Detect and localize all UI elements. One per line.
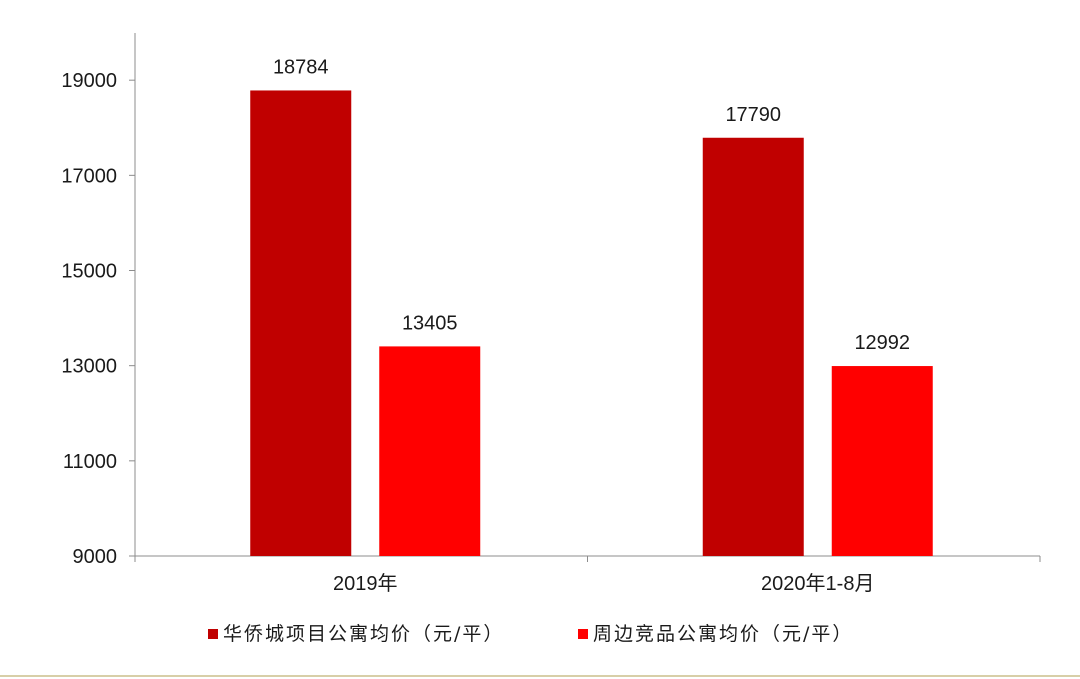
y-tick-label: 15000 bbox=[61, 261, 117, 283]
legend-swatch bbox=[208, 629, 218, 639]
x-category-label: 2019年 bbox=[333, 572, 398, 595]
legend-swatch bbox=[578, 629, 588, 639]
bars bbox=[250, 90, 933, 557]
y-tick-label: 17000 bbox=[61, 165, 117, 187]
divider-line bbox=[0, 675, 1080, 677]
data-labels: 18784 13405 17790 12992 bbox=[273, 56, 910, 354]
y-axis: 9000 11000 13000 15000 17000 19000 bbox=[61, 33, 136, 568]
x-category-label: 2020年1-8月 bbox=[761, 572, 874, 595]
bar bbox=[379, 346, 481, 556]
legend: 华侨城项目公寓均价（元/平） 周边竞品公寓均价（元/平） bbox=[208, 623, 853, 645]
x-axis: 2019年 2020年1-8月 bbox=[134, 555, 1041, 595]
y-tick-label: 19000 bbox=[61, 70, 117, 92]
legend-label: 华侨城项目公寓均价（元/平） bbox=[223, 623, 504, 645]
data-label: 17790 bbox=[725, 104, 781, 126]
y-tick-label: 11000 bbox=[63, 451, 117, 473]
legend-label: 周边竞品公寓均价（元/平） bbox=[593, 623, 853, 645]
data-label: 18784 bbox=[273, 56, 329, 78]
bar bbox=[250, 90, 352, 556]
y-tick-label: 13000 bbox=[61, 356, 117, 378]
data-label: 12992 bbox=[854, 332, 910, 354]
data-label: 13405 bbox=[402, 312, 458, 334]
bar bbox=[702, 137, 804, 557]
bar bbox=[831, 366, 933, 556]
y-tick-label: 9000 bbox=[73, 546, 118, 568]
